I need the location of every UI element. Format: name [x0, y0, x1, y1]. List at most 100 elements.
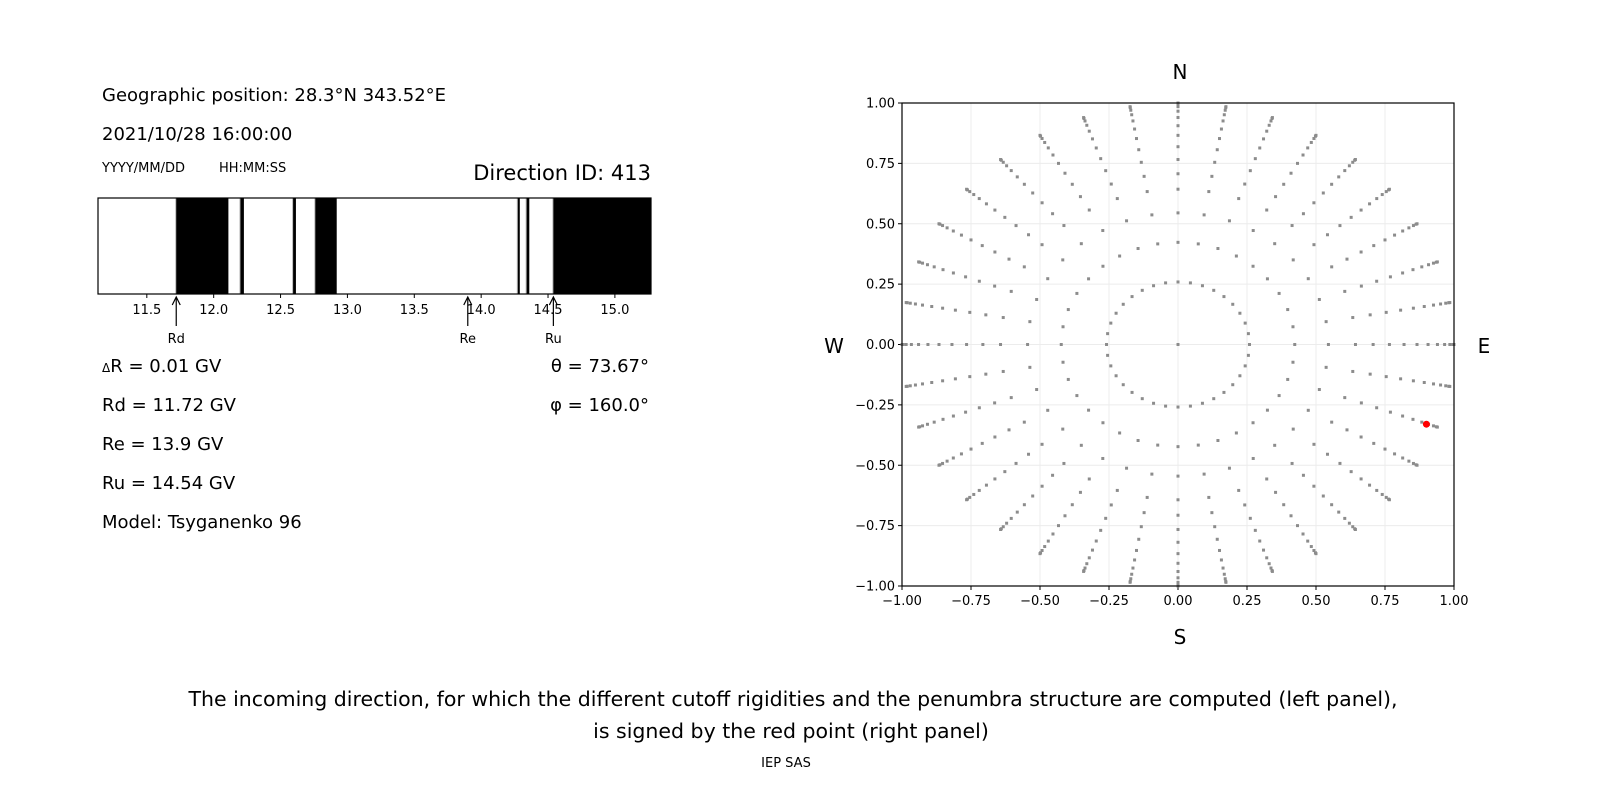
direction-point — [941, 417, 945, 421]
direction-point — [965, 498, 969, 502]
direction-point — [1219, 127, 1223, 131]
direction-point — [1152, 401, 1156, 405]
direction-point — [1324, 320, 1328, 324]
x-tick-label: −0.75 — [951, 594, 991, 609]
direction-point — [1343, 516, 1347, 520]
direction-point — [1130, 113, 1134, 117]
direction-point — [908, 301, 912, 305]
direction-point — [1085, 123, 1089, 127]
direction-point — [1061, 258, 1065, 262]
direction-point — [968, 495, 972, 499]
direction-point — [1046, 539, 1050, 543]
direction-point — [1222, 572, 1226, 576]
y-tick-label: 0.25 — [866, 278, 895, 293]
direction-point — [1104, 516, 1108, 520]
direction-point — [1359, 435, 1363, 439]
east-label: E — [1477, 334, 1491, 358]
direction-point — [937, 463, 941, 467]
penumbra-tick-label: 15.0 — [600, 303, 629, 318]
direction-point — [1051, 153, 1055, 157]
direction-point — [1015, 175, 1019, 179]
direction-point — [1265, 477, 1269, 481]
direction-point — [1243, 321, 1247, 325]
direction-point — [993, 208, 997, 212]
direction-point — [1043, 545, 1047, 549]
direction-point — [1237, 488, 1241, 492]
penumbra-forbidden-band — [293, 198, 296, 294]
direction-point — [1142, 174, 1146, 178]
direction-point — [1351, 316, 1355, 320]
direction-point — [1415, 222, 1419, 226]
direction-point — [1094, 539, 1098, 543]
direction-point — [1079, 443, 1083, 447]
direction-point — [984, 483, 988, 487]
direction-point — [930, 305, 934, 309]
direction-point — [921, 424, 925, 428]
direction-point — [1426, 343, 1430, 346]
direction-point — [917, 260, 921, 264]
direction-point — [1274, 490, 1278, 494]
direction-point — [1101, 229, 1105, 233]
direction-point — [1326, 343, 1330, 346]
direction-point — [1136, 438, 1140, 442]
direction-point — [1401, 456, 1405, 460]
direction-point — [1056, 524, 1060, 528]
direction-point — [1140, 397, 1144, 401]
penumbra-forbidden-band — [553, 198, 651, 294]
direction-point — [1176, 527, 1180, 531]
direction-point — [1129, 108, 1133, 112]
time-format-label: HH:MM:SS — [219, 161, 287, 176]
direction-point — [1402, 343, 1406, 346]
direction-point — [1128, 105, 1132, 109]
direction-point — [1223, 577, 1227, 581]
direction-point — [908, 384, 912, 388]
direction-point — [1114, 311, 1118, 315]
direction-point — [1007, 257, 1011, 261]
direction-point — [1384, 495, 1388, 499]
marker-label-re: Re — [460, 332, 476, 347]
direction-point — [1411, 268, 1415, 272]
direction-point — [1269, 566, 1273, 570]
direction-point — [1009, 289, 1013, 293]
direction-point — [1085, 562, 1089, 566]
direction-point — [977, 197, 981, 201]
direction-point — [1411, 224, 1415, 228]
direction-point — [1176, 513, 1180, 517]
direction-point — [1028, 365, 1032, 369]
direction-point — [1321, 494, 1325, 498]
direction-point — [1435, 425, 1439, 429]
direction-point — [1407, 226, 1411, 230]
direction-point — [1338, 461, 1342, 465]
direction-point — [1231, 383, 1235, 387]
direction-point — [1176, 187, 1180, 191]
direction-point — [1383, 238, 1387, 242]
direction-point — [1156, 443, 1160, 447]
direction-point — [1056, 161, 1060, 165]
direction-point — [999, 158, 1003, 162]
direction-point — [1368, 483, 1372, 487]
direction-point — [1213, 525, 1217, 529]
direction-point — [1282, 182, 1286, 186]
direction-point — [1286, 377, 1290, 381]
direction-point — [1224, 580, 1228, 584]
direction-point — [1274, 195, 1278, 199]
direction-point — [1114, 374, 1118, 378]
direction-point — [965, 343, 969, 346]
direction-point — [1202, 472, 1206, 476]
direction-point — [1115, 197, 1119, 201]
direction-point — [1306, 539, 1310, 543]
direction-point — [1139, 525, 1143, 529]
direction-point — [959, 233, 963, 237]
direction-point — [1027, 233, 1031, 237]
direction-point — [1130, 295, 1134, 299]
direction-point — [1176, 105, 1180, 109]
direction-point — [1066, 308, 1070, 312]
direction-point — [1415, 463, 1419, 467]
x-tick-label: 0.00 — [1164, 594, 1193, 609]
direction-point — [951, 229, 955, 233]
direction-point — [969, 238, 973, 242]
direction-point — [1094, 146, 1098, 150]
direction-point — [1399, 377, 1403, 381]
direction-point — [1277, 291, 1281, 295]
direction-point — [1359, 208, 1363, 212]
